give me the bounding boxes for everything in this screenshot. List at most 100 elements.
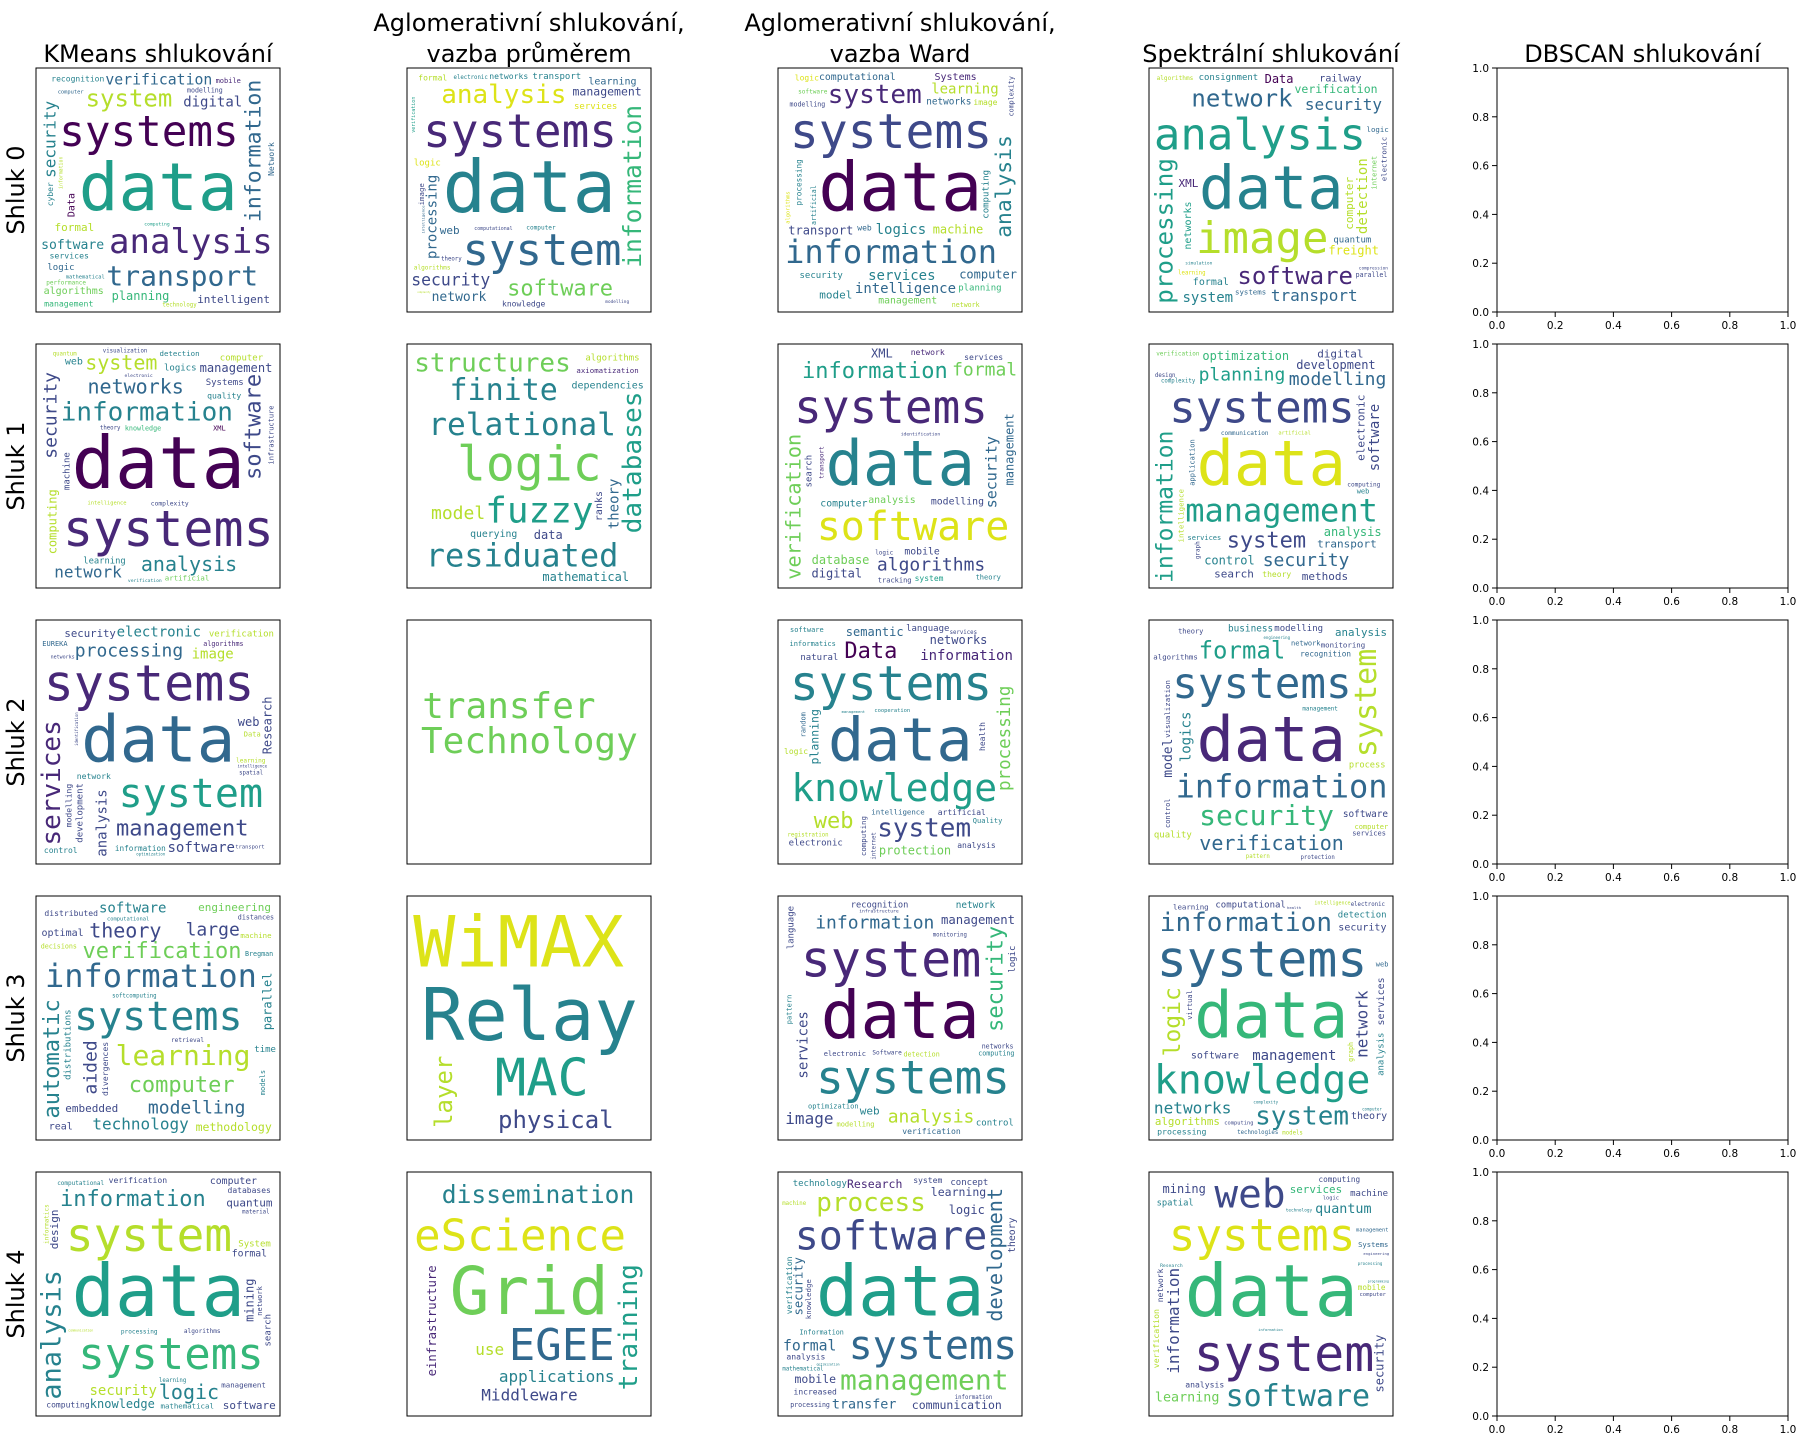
cloud-word: recognition — [1300, 649, 1351, 658]
cloud-word: systems — [794, 380, 988, 434]
cloud-word: application — [1189, 439, 1197, 485]
x-tick-label: 0.0 — [1489, 596, 1506, 608]
cloud-word: large — [186, 920, 240, 941]
cloud-word: software — [1367, 404, 1383, 471]
empty-axes: 0.0 0.2 0.4 0.6 0.8 1.0 0.0 0.2 0.4 0.6 0.8 1.0 — [1472, 63, 1796, 332]
cloud-word: management — [842, 709, 865, 714]
cloud-word: verification — [128, 578, 162, 584]
cloud-word: softcomputing — [112, 993, 157, 999]
cloud-word: digital — [1317, 348, 1363, 361]
cloud-word: system — [119, 771, 264, 817]
cloud-word: management — [1252, 1048, 1336, 1064]
cloud-word: information — [1258, 1328, 1282, 1332]
cloud-word: programming — [1368, 1280, 1389, 1284]
cloud-frame — [1148, 67, 1394, 313]
cloud-word: computing — [1319, 1175, 1361, 1184]
cloud-word: transport — [235, 845, 264, 851]
x-tick-label: 0.6 — [1663, 596, 1680, 608]
x-tick-label: 0.8 — [1721, 596, 1738, 608]
cloud-word: transfer — [832, 1398, 897, 1413]
cloud-word: computational — [819, 72, 896, 83]
cloud-word: systems — [849, 1323, 1018, 1369]
cloud-word: complexity — [151, 501, 189, 508]
cloud-word: search — [1214, 568, 1254, 581]
cloud-word: image — [192, 646, 234, 662]
x-tick-label: 1.0 — [1780, 596, 1797, 608]
cloud-word: optimization — [136, 852, 165, 857]
cloud-word: layer — [430, 1056, 458, 1128]
y-tick-label: 0.8 — [1472, 664, 1489, 676]
y-tick-label: 0.2 — [1472, 810, 1489, 822]
cloud-word: logic — [1008, 946, 1018, 973]
cloud-word: software — [1226, 1379, 1371, 1414]
cloud-word: time — [254, 1045, 276, 1055]
cloud-word: data — [826, 427, 975, 500]
cloud-word: visualization — [1163, 680, 1172, 738]
cloud-word: web — [1214, 1172, 1285, 1218]
cloud-word: control — [976, 1119, 1014, 1129]
axes-frame — [1496, 1171, 1789, 1417]
cloud-word: cyber — [46, 182, 55, 206]
cloud-word: computer — [1355, 823, 1389, 831]
cloud-word: formal — [1193, 277, 1229, 288]
cloud-word: system — [1183, 290, 1234, 306]
cloud-word: processing — [425, 175, 441, 259]
cloud-word: modelling — [1274, 624, 1323, 634]
cloud-word: System — [238, 1239, 271, 1249]
cloud-word: complexity — [417, 291, 431, 294]
cloud-frame — [35, 343, 281, 589]
cloud-word: axiomatization — [576, 366, 638, 375]
cloud-word: security — [983, 436, 1001, 508]
cloud-word: algorithms — [1155, 1115, 1220, 1128]
cloud-word: computational — [107, 917, 149, 923]
empty-axes: 0.0 0.2 0.4 0.6 0.8 1.0 0.0 0.2 0.4 0.6 0.8 1.0 — [1472, 615, 1796, 884]
cloud-word: formal — [1199, 637, 1286, 665]
cloud-word: management — [840, 1363, 1009, 1396]
cloud-word: process — [1349, 761, 1386, 771]
cloud-word: verification — [109, 1175, 168, 1185]
cloud-word: logics — [164, 363, 197, 373]
cloud-word: computer — [58, 90, 85, 96]
cloud-word: data — [443, 145, 616, 229]
y-tick-label: 0.6 — [1472, 1265, 1489, 1277]
cloud-word: concept — [950, 1178, 988, 1188]
cloud-word: security — [1199, 799, 1334, 832]
cloud-word: software — [798, 89, 828, 96]
cloud-word: Software — [872, 1049, 902, 1056]
cloud-word: mathematical — [782, 1367, 823, 1373]
cloud-word: control — [44, 846, 78, 855]
cloud-word: theory — [606, 479, 622, 530]
cloud-word: system — [1255, 1102, 1349, 1132]
cloud-word: verification — [105, 72, 212, 89]
cloud-word: artificial — [938, 808, 986, 817]
cloud-word: information — [815, 913, 934, 934]
cloud-word: system — [86, 85, 173, 113]
x-tick-label: 0.0 — [1489, 1424, 1506, 1436]
cloud-word: security — [411, 271, 490, 290]
cloud-word: identification — [74, 712, 79, 746]
cloud-word: technology — [92, 1114, 189, 1133]
cloud-word: software — [1343, 809, 1389, 820]
cloud-word: analysis — [1377, 1033, 1387, 1076]
cloud-word: information — [59, 157, 65, 189]
cloud-word: freight — [1328, 244, 1379, 258]
cloud-word: formal — [783, 1338, 836, 1355]
cloud-word: parallel — [261, 973, 275, 1031]
cloud-word: databases — [618, 391, 648, 533]
axes-frame — [1496, 619, 1789, 865]
cloud-word: electronic — [824, 1050, 866, 1058]
cloud-word: informatics — [790, 640, 836, 648]
cloud-word: network — [956, 900, 996, 911]
cloud-word: modelling — [1289, 369, 1387, 390]
cloud-frame — [406, 895, 652, 1141]
cloud-word: system — [828, 80, 922, 110]
cloud-word: computer — [526, 225, 556, 232]
cloud-word: system — [913, 1175, 942, 1185]
x-tick-label: 1.0 — [1780, 1424, 1797, 1436]
cloud-word: computing — [46, 1401, 90, 1410]
cloud-frame — [35, 895, 281, 1141]
cloud-word: registration — [788, 832, 829, 838]
cloud-word: monitoring — [933, 932, 967, 938]
